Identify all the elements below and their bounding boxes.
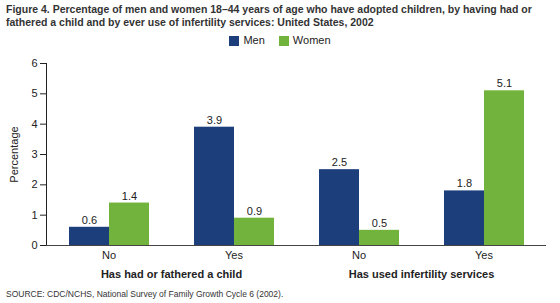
svg-text:2: 2 bbox=[31, 178, 37, 190]
svg-text:Has had or fathered a child: Has had or fathered a child bbox=[101, 268, 242, 280]
svg-text:0.5: 0.5 bbox=[372, 217, 387, 229]
svg-text:Has used infertility services: Has used infertility services bbox=[349, 268, 495, 280]
svg-text:2.5: 2.5 bbox=[332, 156, 347, 168]
svg-text:0.6: 0.6 bbox=[82, 214, 97, 226]
svg-text:6: 6 bbox=[31, 57, 37, 69]
svg-text:Yes: Yes bbox=[475, 249, 493, 261]
html-text:Women: Women bbox=[292, 34, 331, 46]
svg-text:1: 1 bbox=[31, 209, 37, 221]
svg-text:5.1: 5.1 bbox=[497, 77, 512, 89]
html-text:Figure 4. Percentage of men an: Figure 4. Percentage of men and women 18… bbox=[6, 3, 532, 28]
svg-text:No: No bbox=[102, 249, 116, 261]
svg-text:0: 0 bbox=[31, 239, 37, 251]
html-text:SOURCE: CDC/NCHS, National Sur: SOURCE: CDC/NCHS, National Survey of Fam… bbox=[6, 289, 284, 299]
svg-text:1.4: 1.4 bbox=[122, 190, 137, 202]
svg-text:4: 4 bbox=[31, 118, 37, 130]
svg-text:Yes: Yes bbox=[225, 249, 243, 261]
svg-text:5: 5 bbox=[31, 87, 37, 99]
svg-text:3: 3 bbox=[31, 148, 37, 160]
svg-text:3.9: 3.9 bbox=[207, 114, 222, 126]
html-text:Men: Men bbox=[243, 34, 265, 46]
svg-text:Percentage: Percentage bbox=[8, 126, 20, 182]
svg-text:No: No bbox=[352, 249, 366, 261]
svg-text:1.8: 1.8 bbox=[457, 177, 472, 189]
svg-text:0.9: 0.9 bbox=[247, 205, 262, 217]
